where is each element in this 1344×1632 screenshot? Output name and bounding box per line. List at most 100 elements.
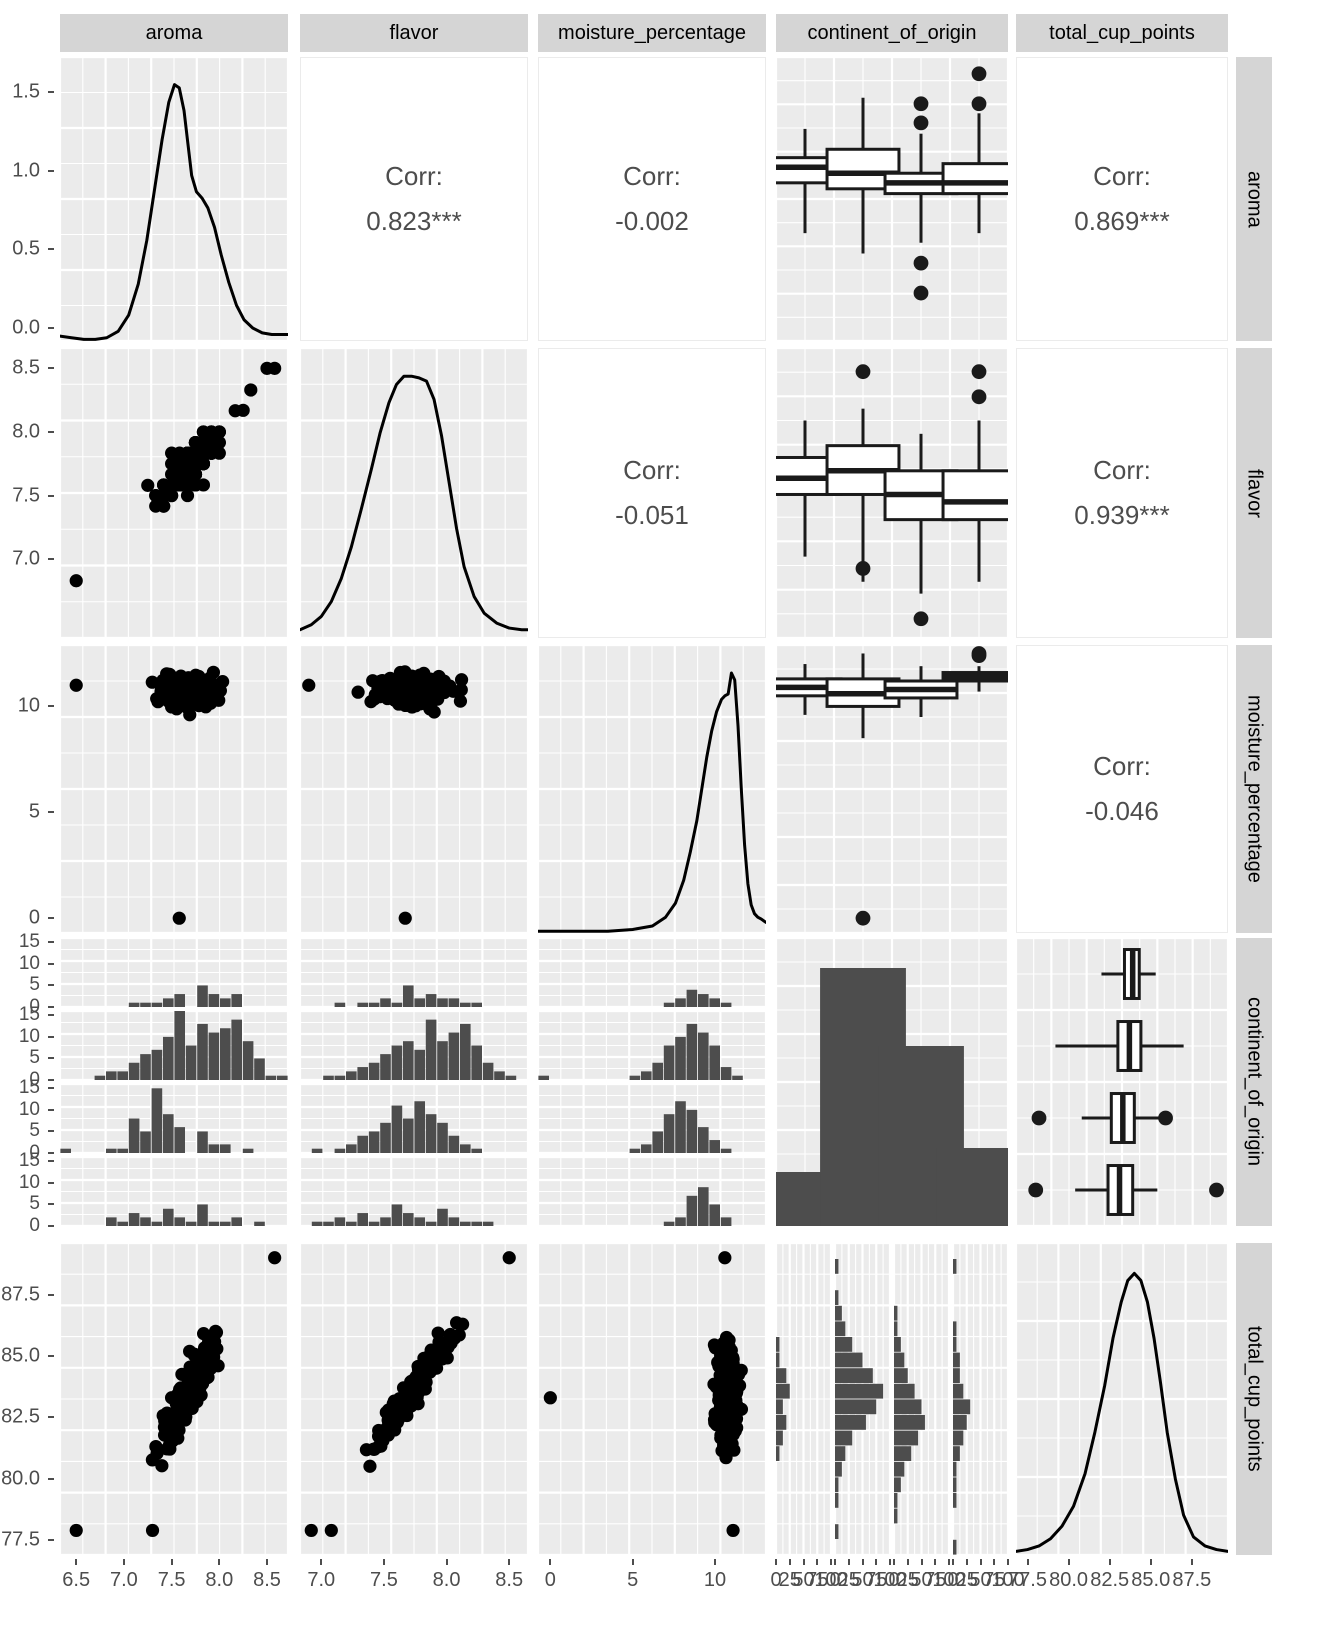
panel-hist-flavor-continent — [300, 938, 528, 1226]
y-tick-mark — [48, 1225, 54, 1227]
y-tick-mark — [48, 1057, 54, 1060]
y-tick-mark — [48, 705, 54, 708]
row-strip-label: flavor — [1243, 468, 1266, 518]
x-tick-label: 10 — [703, 1569, 727, 1591]
x-tick-label: 0 — [888, 1569, 900, 1591]
y-tick-mark — [48, 1355, 54, 1357]
x-tick-label: 25 — [837, 1569, 860, 1591]
y-tick-label: 0 — [29, 1142, 40, 1163]
y-tick-mark — [48, 811, 54, 814]
x-tick-mark — [266, 1559, 268, 1565]
y-tick-label: 8.5 — [12, 356, 40, 379]
corr-content: Corr: -0.046 — [1017, 646, 1227, 932]
y-tick-mark — [48, 1181, 54, 1184]
panel-flavor-density — [300, 348, 528, 638]
y-tick-mark — [48, 430, 54, 433]
y-tick-label: 0 — [29, 1069, 40, 1090]
histogram-facet-4 — [300, 1157, 528, 1226]
x-tick-label: 85.0 — [1131, 1569, 1171, 1591]
corr-label: Corr: — [1093, 750, 1151, 781]
corr-content: Corr: 0.939*** — [1017, 349, 1227, 637]
y-tick-mark — [48, 1160, 54, 1163]
x-tick-label: 87.5 — [1172, 1569, 1212, 1591]
panel-corr-aroma-moisture: Corr: -0.002 — [538, 57, 766, 341]
corr-content: Corr: -0.051 — [539, 349, 765, 637]
panel-boxplot-total-continent — [1016, 938, 1228, 1226]
row-strip-label: aroma — [1243, 170, 1266, 228]
histogram-facet-4 — [60, 1157, 288, 1226]
panel-hist-moisture-continent — [538, 938, 766, 1226]
x-tick-label: 50 — [792, 1569, 815, 1591]
panel-corr-aroma-flavor: Corr: 0.823*** — [300, 57, 528, 341]
corr-label: Corr: — [623, 454, 681, 485]
panel-corr-flavor-moisture: Corr: -0.051 — [538, 348, 766, 638]
panel-corr-moisture-total: Corr: -0.046 — [1016, 645, 1228, 933]
x-tick-label: 25 — [778, 1569, 801, 1591]
x-tick-mark — [122, 1559, 125, 1565]
y-tick-label: 5 — [29, 974, 40, 996]
x-tick-mark — [948, 1559, 950, 1565]
y-tick-mark — [48, 941, 54, 944]
histogram-facet-1 — [60, 938, 288, 1007]
x-tick-label: 100 — [932, 1569, 966, 1591]
x-tick-mark — [445, 1559, 448, 1565]
panel-corr-flavor-total: Corr: 0.939*** — [1016, 348, 1228, 638]
x-tick-label: 82.5 — [1090, 1569, 1130, 1591]
x-tick-mark — [834, 1559, 836, 1565]
column-strip-label: moisture_percentage — [558, 21, 746, 44]
x-tick-mark — [75, 1559, 78, 1565]
histogram-facet-2 — [60, 1011, 288, 1080]
y-tick-label: 87.5 — [1, 1283, 40, 1306]
panel-scatter-total-aroma — [60, 1243, 288, 1555]
panel-moisture-density — [538, 645, 766, 933]
y-tick-label: 10 — [18, 1098, 40, 1120]
y-tick-mark — [48, 558, 54, 561]
histogram-facet-3 — [60, 1084, 288, 1153]
corr-value: -0.051 — [615, 500, 689, 530]
x-tick-label: 8.0 — [432, 1569, 461, 1591]
x-tick-mark — [1149, 1559, 1152, 1565]
x-tick-label: 8.5 — [495, 1569, 524, 1591]
y-tick-mark — [48, 248, 54, 251]
y-tick-label: 10 — [18, 1025, 40, 1047]
y-tick-mark — [48, 90, 54, 93]
x-tick-label: 8.5 — [253, 1569, 281, 1591]
x-tick-mark — [861, 1559, 864, 1565]
column-strip-continent_of_origin: continent_of_origin — [776, 14, 1008, 52]
y-tick-mark — [48, 1539, 54, 1542]
y-tick-label: 82.5 — [1, 1405, 40, 1428]
y-tick-label: 1.0 — [12, 159, 40, 182]
y-tick-mark — [48, 1079, 54, 1081]
x-tick-label: 50 — [910, 1569, 933, 1591]
y-tick-mark — [48, 327, 54, 330]
y-tick-label: 15 — [18, 1004, 40, 1026]
column-strip-label: total_cup_points — [1049, 21, 1195, 44]
corr-value: -0.002 — [615, 206, 689, 236]
x-tick-mark — [631, 1559, 634, 1565]
y-tick-label: 0.5 — [12, 237, 40, 260]
y-tick-mark — [48, 1087, 54, 1090]
corr-value: -0.046 — [1085, 796, 1159, 826]
x-tick-label: 5 — [627, 1569, 639, 1591]
x-tick-mark — [889, 1559, 891, 1565]
y-tick-label: 85.0 — [1, 1344, 40, 1367]
panel-corr-aroma-total: Corr: 0.869*** — [1016, 57, 1228, 341]
x-tick-mark — [802, 1559, 805, 1565]
y-tick-label: 1.5 — [12, 80, 40, 103]
x-tick-label: 0 — [947, 1569, 959, 1591]
y-tick-label: 15 — [18, 1150, 40, 1172]
column-strip-aroma: aroma — [60, 14, 288, 52]
corr-content: Corr: -0.002 — [539, 58, 765, 340]
row-strip-aroma: aroma — [1236, 57, 1272, 341]
corr-label: Corr: — [385, 160, 443, 191]
x-tick-label: 75 — [865, 1569, 888, 1591]
y-tick-mark — [48, 1035, 54, 1038]
panel-scatter-flavor-aroma — [60, 348, 288, 638]
x-tick-label: 100 — [873, 1569, 907, 1591]
y-tick-mark — [48, 917, 54, 920]
histogram-h-facet-4 — [953, 1243, 1008, 1555]
histogram-h-facet-3 — [894, 1243, 949, 1555]
panel-boxplot-flavor-continent — [776, 348, 1008, 638]
x-tick-mark — [508, 1559, 511, 1565]
y-tick-label: 0 — [28, 906, 40, 929]
